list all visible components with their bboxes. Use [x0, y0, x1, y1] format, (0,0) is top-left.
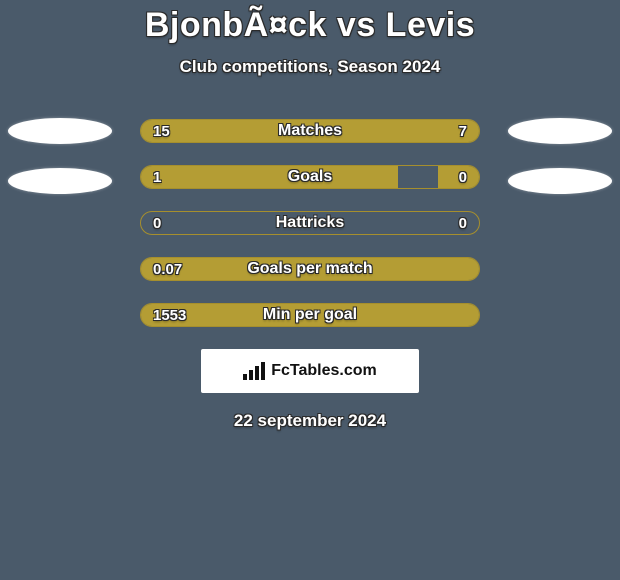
player-marker-left — [8, 118, 112, 144]
page-title: BjonbÃ¤ck vs Levis — [0, 6, 620, 45]
stat-value-left: 0 — [153, 212, 161, 234]
stat-label: Hattricks — [141, 212, 479, 234]
stat-label: Goals — [141, 166, 479, 188]
stat-row: Min per goal1553 — [0, 303, 620, 329]
brand-text: FcTables.com — [271, 362, 377, 380]
stat-value-left: 0.07 — [153, 258, 182, 280]
player-marker-right — [508, 168, 612, 194]
stat-value-left: 1553 — [153, 304, 186, 326]
stat-row: Goals1 0 — [0, 165, 620, 191]
player-marker-left — [8, 168, 112, 194]
stat-bar: Goals1 0 — [140, 165, 480, 189]
stat-label: Matches — [141, 120, 479, 142]
player-marker-right — [508, 118, 612, 144]
page-subtitle: Club competitions, Season 2024 — [0, 57, 620, 77]
stats-container: Matches157Goals10Hattricks00Goals per ma… — [0, 119, 620, 329]
stat-bar: Matches15 7 — [140, 119, 480, 143]
stat-value-right: 0 — [459, 212, 467, 234]
stat-bar: Hattricks0 0 — [140, 211, 480, 235]
stat-row: Hattricks0 0 — [0, 211, 620, 237]
stat-label: Goals per match — [141, 258, 479, 280]
content-wrapper: BjonbÃ¤ck vs Levis Club competitions, Se… — [0, 0, 620, 431]
footer-date: 22 september 2024 — [0, 411, 620, 431]
stat-label: Min per goal — [141, 304, 479, 326]
brand-badge: FcTables.com — [201, 349, 419, 393]
stat-value-left: 1 — [153, 166, 161, 188]
stat-row: Matches15 7 — [0, 119, 620, 145]
stat-value-right: 7 — [459, 120, 467, 142]
bars-icon — [243, 362, 265, 380]
stat-bar: Min per goal1553 — [140, 303, 480, 327]
stat-bar: Goals per match0.07 — [140, 257, 480, 281]
stat-value-right: 0 — [459, 166, 467, 188]
stat-value-left: 15 — [153, 120, 170, 142]
stat-row: Goals per match0.07 — [0, 257, 620, 283]
